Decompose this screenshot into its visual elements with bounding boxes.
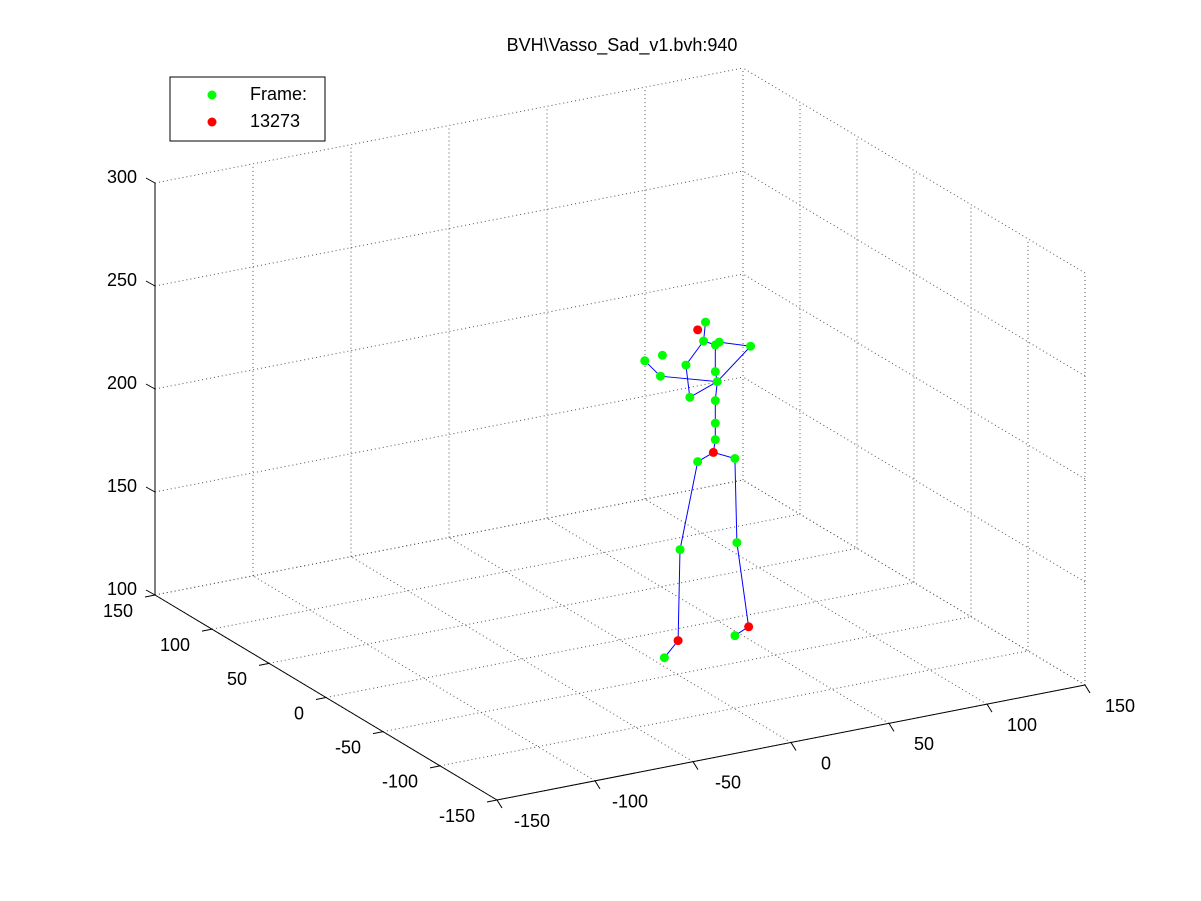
joint-point [710, 435, 720, 445]
x-tick-label: 0 [821, 753, 831, 773]
joint-point [710, 367, 720, 377]
grid-line [252, 575, 596, 782]
x-tick [888, 723, 895, 732]
y-tick [201, 628, 213, 632]
y-tick [429, 765, 441, 769]
legend-box [169, 76, 326, 142]
joint-point [701, 317, 711, 327]
x-tick-label: 150 [1105, 696, 1135, 716]
x-tick-label: 100 [1007, 715, 1037, 735]
grid-line [742, 479, 1086, 686]
y-tick [372, 731, 384, 735]
joint-point [685, 392, 695, 402]
z-tick-label: 100 [107, 579, 137, 599]
x-tick-label: -100 [612, 792, 648, 812]
joint-point [673, 636, 683, 646]
legend-marker [207, 117, 217, 127]
legend-label: Frame: [250, 84, 307, 104]
y-tick [315, 697, 327, 700]
joint-point [681, 360, 691, 370]
joint-point [732, 538, 742, 548]
z-tick-label: 150 [107, 476, 137, 496]
x-tick [594, 780, 601, 790]
y-tick-label: 150 [103, 601, 133, 621]
joint-point [659, 653, 669, 663]
grid-line [742, 170, 1086, 377]
z-tick [145, 177, 156, 184]
grid-line [448, 537, 792, 743]
z-tick [145, 486, 156, 493]
x-tick-label: 50 [914, 734, 934, 754]
z-tick [145, 280, 156, 287]
x-tick [1084, 684, 1091, 694]
x-tick [986, 703, 993, 713]
joint-point [699, 336, 709, 346]
grid-line [644, 498, 988, 705]
y-tick-label: 100 [160, 635, 190, 655]
x-tick [692, 761, 699, 770]
joint-point [640, 356, 650, 366]
x-tick-label: -150 [514, 811, 550, 831]
y-tick [486, 799, 498, 803]
grid-line [546, 517, 890, 724]
x-tick [790, 742, 797, 751]
legend-label: 13273 [250, 111, 300, 131]
joint-point [744, 622, 754, 632]
y-tick-label: -100 [382, 772, 418, 792]
y-tick-label: 0 [294, 703, 304, 723]
legend: Frame: 13273 [169, 76, 326, 142]
y-tick [144, 594, 156, 598]
joint-point [730, 453, 740, 463]
grid-line [742, 67, 1086, 274]
joint-point [708, 447, 718, 457]
y-tick [258, 662, 270, 666]
joint-point [746, 341, 756, 351]
z-tick [145, 589, 156, 596]
joint-point [693, 325, 703, 335]
y-tick-label: -150 [439, 806, 475, 826]
grid-line [742, 273, 1086, 480]
z-tick [145, 383, 156, 390]
x-tick [496, 799, 503, 809]
joint-point [657, 350, 667, 360]
chart-title: BVH\Vasso_Sad_v1.bvh:940 [507, 35, 738, 56]
joint-point [730, 631, 740, 641]
joint-point [655, 371, 665, 381]
joint-point [712, 377, 722, 387]
grid-line [742, 376, 1086, 583]
joint-point [675, 545, 685, 555]
joint-point [714, 337, 724, 347]
y-tick-label: 50 [227, 669, 247, 689]
joint-point [710, 418, 720, 428]
y-tick-label: -50 [335, 737, 361, 757]
grid-line [350, 556, 694, 763]
z-tick-label: 300 [107, 167, 137, 187]
z-tick-label: 250 [107, 270, 137, 290]
x-tick-label: -50 [715, 772, 741, 792]
legend-marker [207, 90, 217, 100]
joint-point [693, 457, 703, 467]
z-tick-label: 200 [107, 373, 137, 393]
joint-point [710, 396, 720, 406]
